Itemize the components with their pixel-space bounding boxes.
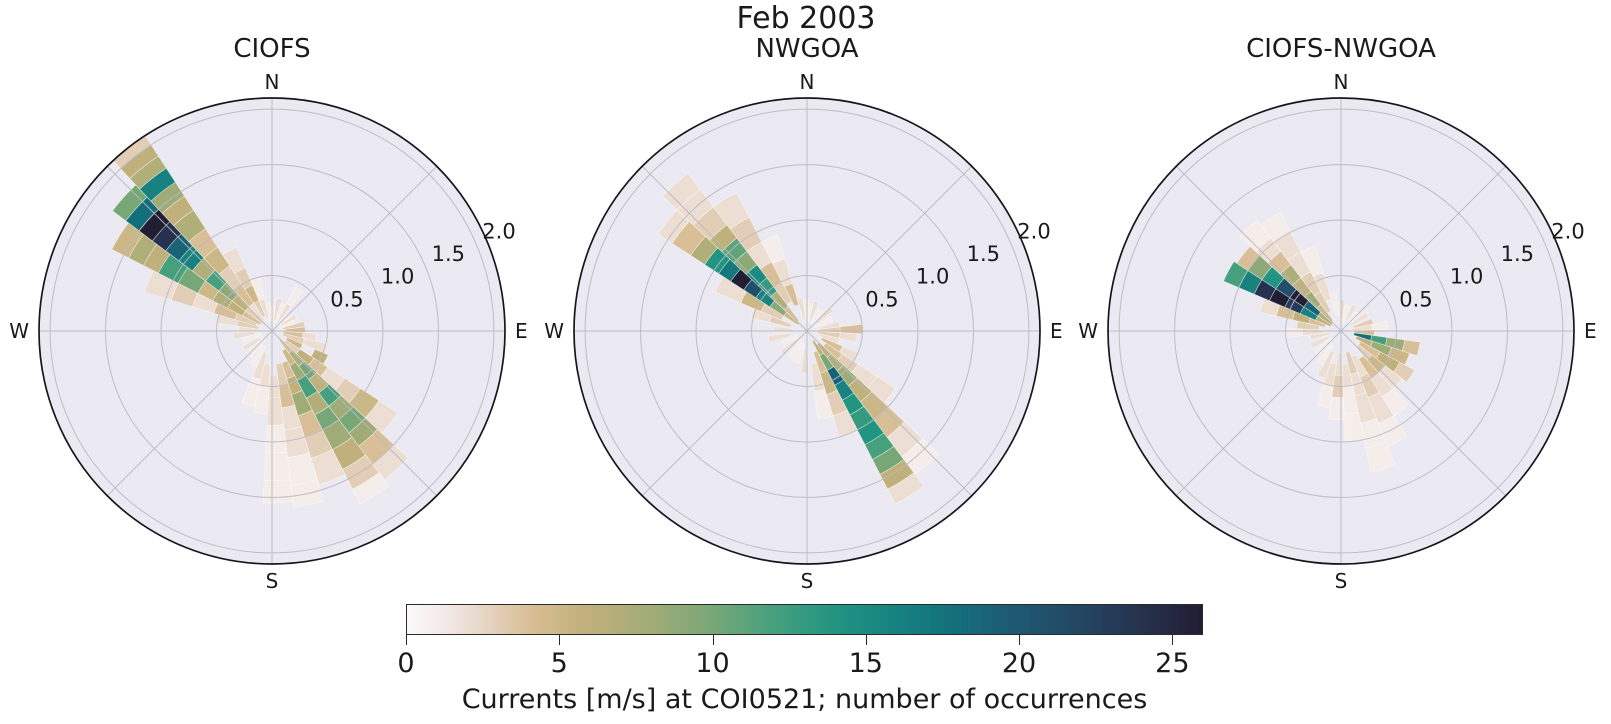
colorbar-tick-label: 0 xyxy=(397,648,415,679)
rose-cell xyxy=(265,424,288,454)
grid-spoke xyxy=(1175,165,1507,497)
figure-title: Feb 2003 xyxy=(736,1,876,36)
colorbar: 0 5 10 15 20 25 Currents [m/s] at COI0521; nu… xyxy=(397,604,1203,724)
rose-cell xyxy=(1316,343,1334,366)
radial-tick-label: 1.0 xyxy=(381,265,414,289)
rose-cell xyxy=(1349,311,1370,327)
rose-cell xyxy=(1300,245,1324,278)
compass-label-e: E xyxy=(1584,319,1597,343)
rose-cell xyxy=(768,332,792,343)
rose-cell xyxy=(814,388,834,420)
radial-tick-label: 1.5 xyxy=(1501,242,1534,266)
colorbar-tick-mark xyxy=(1172,635,1174,645)
subplot-title-ciofs: CIOFS xyxy=(233,34,311,64)
compass-label-s: S xyxy=(801,569,814,593)
rose-cell xyxy=(250,344,266,368)
rose-cell xyxy=(713,192,750,230)
radial-tick-label: 2.0 xyxy=(482,220,515,244)
polar-plot-nwgoa: N S E W 0.5 1.0 1.5 2.0 xyxy=(544,70,1063,593)
rose-cell xyxy=(1365,441,1396,473)
compass-label-e: E xyxy=(515,319,528,343)
rose-cell xyxy=(818,333,840,345)
colorbar-tick-label: 5 xyxy=(550,648,568,679)
compass-label-w: W xyxy=(9,319,29,343)
colorbar-label: Currents [m/s] at COI0521; number of occ… xyxy=(461,684,1148,715)
rose-cell xyxy=(352,472,390,505)
compass-label-n: N xyxy=(265,70,280,94)
compass-label-w: W xyxy=(544,319,564,343)
colorbar-tick-mark xyxy=(406,635,407,645)
polar-plot-ciofs: N S E W 0.5 1.0 1.5 2.0 xyxy=(9,70,528,593)
rose-cell xyxy=(286,286,304,308)
rose-cell xyxy=(887,472,925,505)
colorbar-gradient xyxy=(406,604,1203,635)
compass-label-n: N xyxy=(1334,70,1349,94)
radial-tick-label: 0.5 xyxy=(865,287,898,311)
colorbar-tick-mark xyxy=(559,635,561,645)
polar-plot-ciofs-nwgoa: N S E W 0.5 1.0 1.5 2.0 xyxy=(1078,70,1597,593)
polar-spine xyxy=(573,97,1041,565)
rose-cell xyxy=(265,302,272,321)
rose-cell xyxy=(787,339,803,359)
radial-tick-label: 0.5 xyxy=(1399,287,1432,311)
rose-cell xyxy=(761,235,786,265)
compass-label-n: N xyxy=(800,70,815,94)
radial-tick-label: 1.5 xyxy=(432,242,465,266)
colorbar-tick-label: 15 xyxy=(848,648,883,679)
colorbar-tick-mark xyxy=(712,635,714,645)
radial-tick-label: 1.5 xyxy=(967,242,1000,266)
colorbar-tick-label: 25 xyxy=(1155,648,1190,679)
subplot-title-ciofs-nwgoa: CIOFS-NWGOA xyxy=(1246,34,1436,64)
rose-cell xyxy=(279,319,296,329)
colorbar-tick-label: 20 xyxy=(1001,648,1037,679)
rose-cell xyxy=(810,308,823,325)
rose-cell xyxy=(1285,327,1303,339)
rose-cell xyxy=(241,336,262,352)
rose-cell xyxy=(263,451,291,482)
rose-cell xyxy=(814,315,834,329)
radial-tick-label: 1.0 xyxy=(1450,265,1483,289)
compass-label-s: S xyxy=(266,569,279,593)
grid-spoke xyxy=(641,165,973,497)
radial-tick-label: 0.5 xyxy=(330,287,363,311)
compass-label-e: E xyxy=(1050,319,1063,343)
colorbar-tick-label: 10 xyxy=(695,648,730,679)
rose-cell xyxy=(274,304,286,324)
compass-label-w: W xyxy=(1078,319,1098,343)
rose-cell xyxy=(241,332,263,344)
rose-cell xyxy=(1344,303,1358,323)
colorbar-tick-mark xyxy=(865,635,867,645)
rose-cell xyxy=(793,342,805,364)
rose-cell xyxy=(780,334,799,347)
rose-cell xyxy=(221,246,246,274)
rose-cell xyxy=(262,479,294,504)
grid-spoke xyxy=(106,165,438,497)
rose-cell xyxy=(1309,335,1331,350)
radial-tick-label: 2.0 xyxy=(1551,220,1584,244)
polar-spine xyxy=(38,97,506,565)
radial-tick-label: 2.0 xyxy=(1017,220,1050,244)
radial-tick-label: 1.0 xyxy=(916,265,949,289)
rose-cell xyxy=(1329,292,1340,316)
rose-cell xyxy=(1341,304,1350,324)
compass-label-s: S xyxy=(1335,569,1348,593)
rose-cell xyxy=(809,300,820,322)
polar-spine xyxy=(1107,97,1575,565)
rose-cell xyxy=(662,172,701,211)
subplot-title-nwgoa: NWGOA xyxy=(755,34,859,64)
colorbar-tick-mark xyxy=(1019,635,1021,645)
rose-cell xyxy=(246,337,266,358)
